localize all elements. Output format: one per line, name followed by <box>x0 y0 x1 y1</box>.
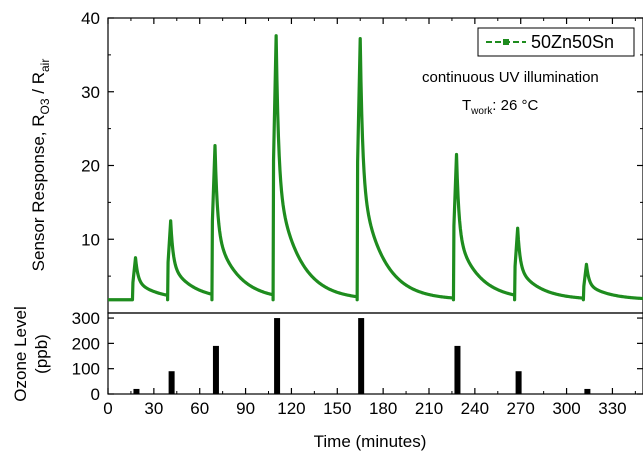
top-plot-frame <box>107 17 643 314</box>
x-tick-label: 210 <box>415 399 443 418</box>
top-y-tick-label: 40 <box>81 9 100 28</box>
top-y-tick-label: 20 <box>81 157 100 176</box>
bottom-plot-frame <box>107 312 643 395</box>
x-tick-label: 300 <box>552 399 580 418</box>
x-tick-label: 180 <box>369 399 397 418</box>
bottom-y-tick-label: 100 <box>72 360 100 379</box>
ozone-bar <box>454 345 461 394</box>
x-tick-label: 0 <box>103 399 112 418</box>
x-tick-label: 30 <box>144 399 163 418</box>
x-axis-title: Time (minutes) <box>314 432 427 451</box>
top-y-tick-label: 30 <box>81 83 100 102</box>
top-y-tick-label: 10 <box>81 230 100 249</box>
legend-label: 50Zn50Sn <box>531 32 614 52</box>
ozone-bar <box>584 388 591 394</box>
ozone-bar <box>358 318 365 394</box>
top-y-axis: 10 20 30 40 <box>81 9 643 277</box>
bottom-y-tick-label: 0 <box>91 385 100 404</box>
x-tick-label: 240 <box>461 399 489 418</box>
bottom-y-axis-title-line1: Ozone Level <box>11 306 30 401</box>
ozone-bar <box>168 371 175 394</box>
x-tick-label: 270 <box>507 399 535 418</box>
series-layer <box>108 34 643 302</box>
series-line-50Zn50Sn <box>108 34 643 302</box>
bottom-y-axis-title-line2: (ppb) <box>32 334 51 374</box>
annotation-uv: continuous UV illumination <box>422 69 599 86</box>
x-axis: 0 30 60 90 120 150 180 210 240 270 300 330 <box>103 18 636 418</box>
ozone-bar <box>515 371 522 394</box>
top-y-axis-title: Sensor Response, RO3 / Rair <box>29 59 52 272</box>
ozone-bar <box>212 345 219 394</box>
x-tick-label: 330 <box>598 399 626 418</box>
ozone-bars <box>133 318 591 394</box>
x-tick-label: 60 <box>190 399 209 418</box>
x-tick-label: 120 <box>277 399 305 418</box>
bottom-y-tick-label: 200 <box>72 334 100 353</box>
ozone-bar <box>133 388 140 394</box>
legend: 50Zn50Sn <box>477 27 635 57</box>
ozone-bar <box>274 318 281 394</box>
bottom-y-tick-label: 300 <box>72 309 100 328</box>
annotation-temperature: Twork: 26 °C <box>462 97 538 117</box>
x-tick-label: 150 <box>323 399 351 418</box>
bottom-y-axis: 0 100 200 300 <box>72 309 643 404</box>
x-tick-label: 90 <box>236 399 255 418</box>
legend-marker <box>503 39 509 45</box>
